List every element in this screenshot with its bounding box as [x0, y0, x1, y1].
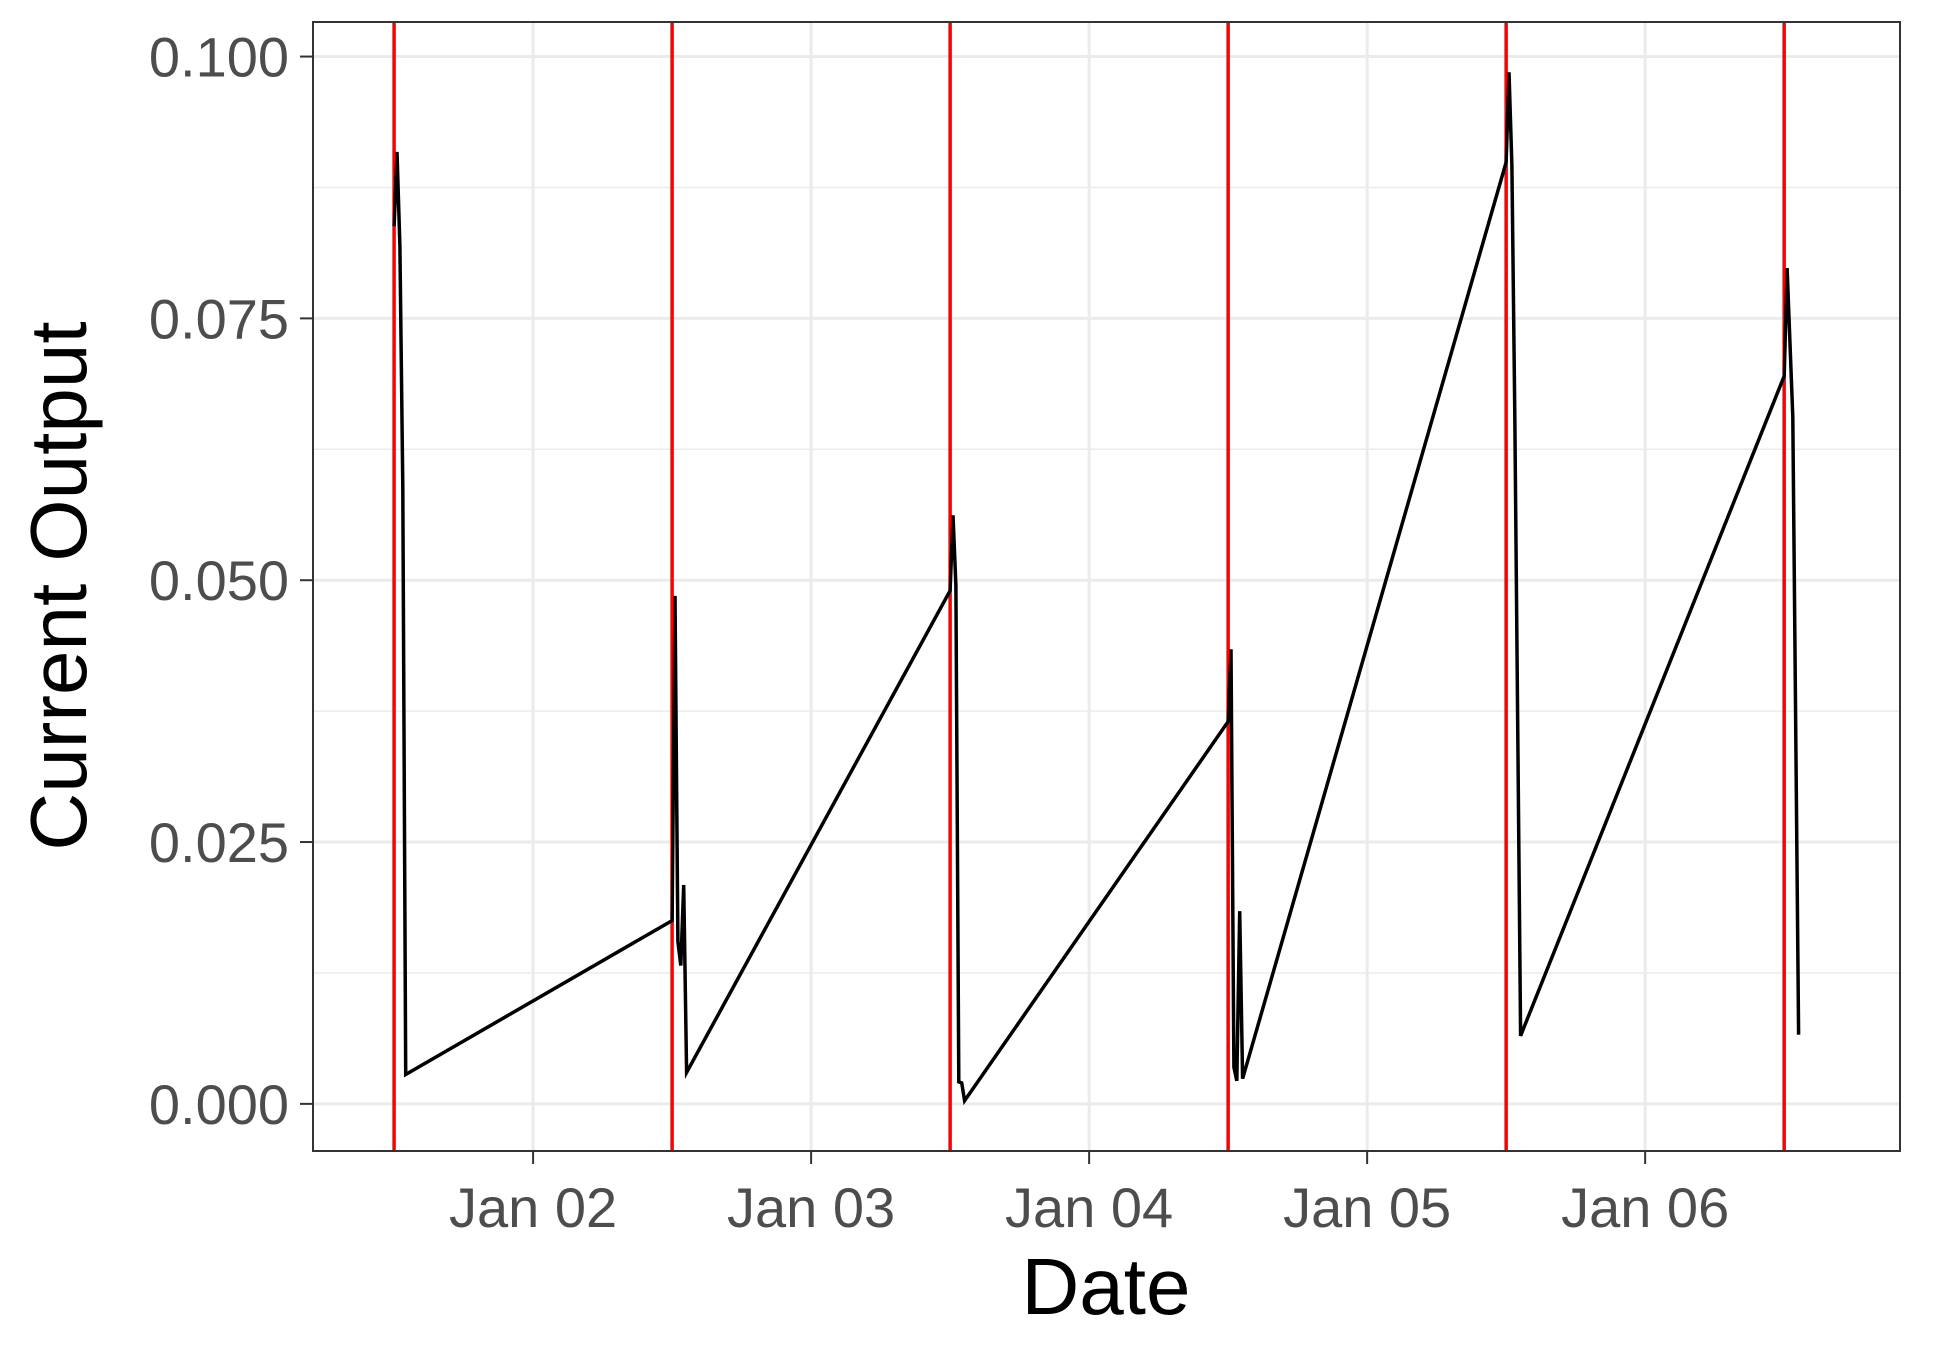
y-tick-label: 0.100 — [149, 26, 289, 89]
y-tick-label: 0.025 — [149, 811, 289, 874]
x-tick-label: Jan 02 — [449, 1176, 617, 1239]
y-tick-label: 0.050 — [149, 549, 289, 612]
x-axis-ticks: Jan 02 Jan 03 Jan 04 Jan 05 Jan 06 — [449, 1151, 1729, 1239]
y-axis-ticks: 0.000 0.025 0.050 0.075 0.100 — [149, 26, 313, 1136]
x-tick-label: Jan 04 — [1005, 1176, 1173, 1239]
current-output-line — [392, 72, 1801, 1106]
y-axis-title: Current Output — [14, 321, 103, 850]
x-axis-title: Date — [1022, 1242, 1191, 1331]
data-series — [392, 72, 1801, 1106]
y-tick-label: 0.000 — [149, 1073, 289, 1136]
x-tick-label: Jan 03 — [727, 1176, 895, 1239]
x-tick-label: Jan 06 — [1561, 1176, 1729, 1239]
x-tick-label: Jan 05 — [1283, 1176, 1451, 1239]
y-tick-label: 0.075 — [149, 287, 289, 350]
plot-border — [312, 21, 1901, 1152]
